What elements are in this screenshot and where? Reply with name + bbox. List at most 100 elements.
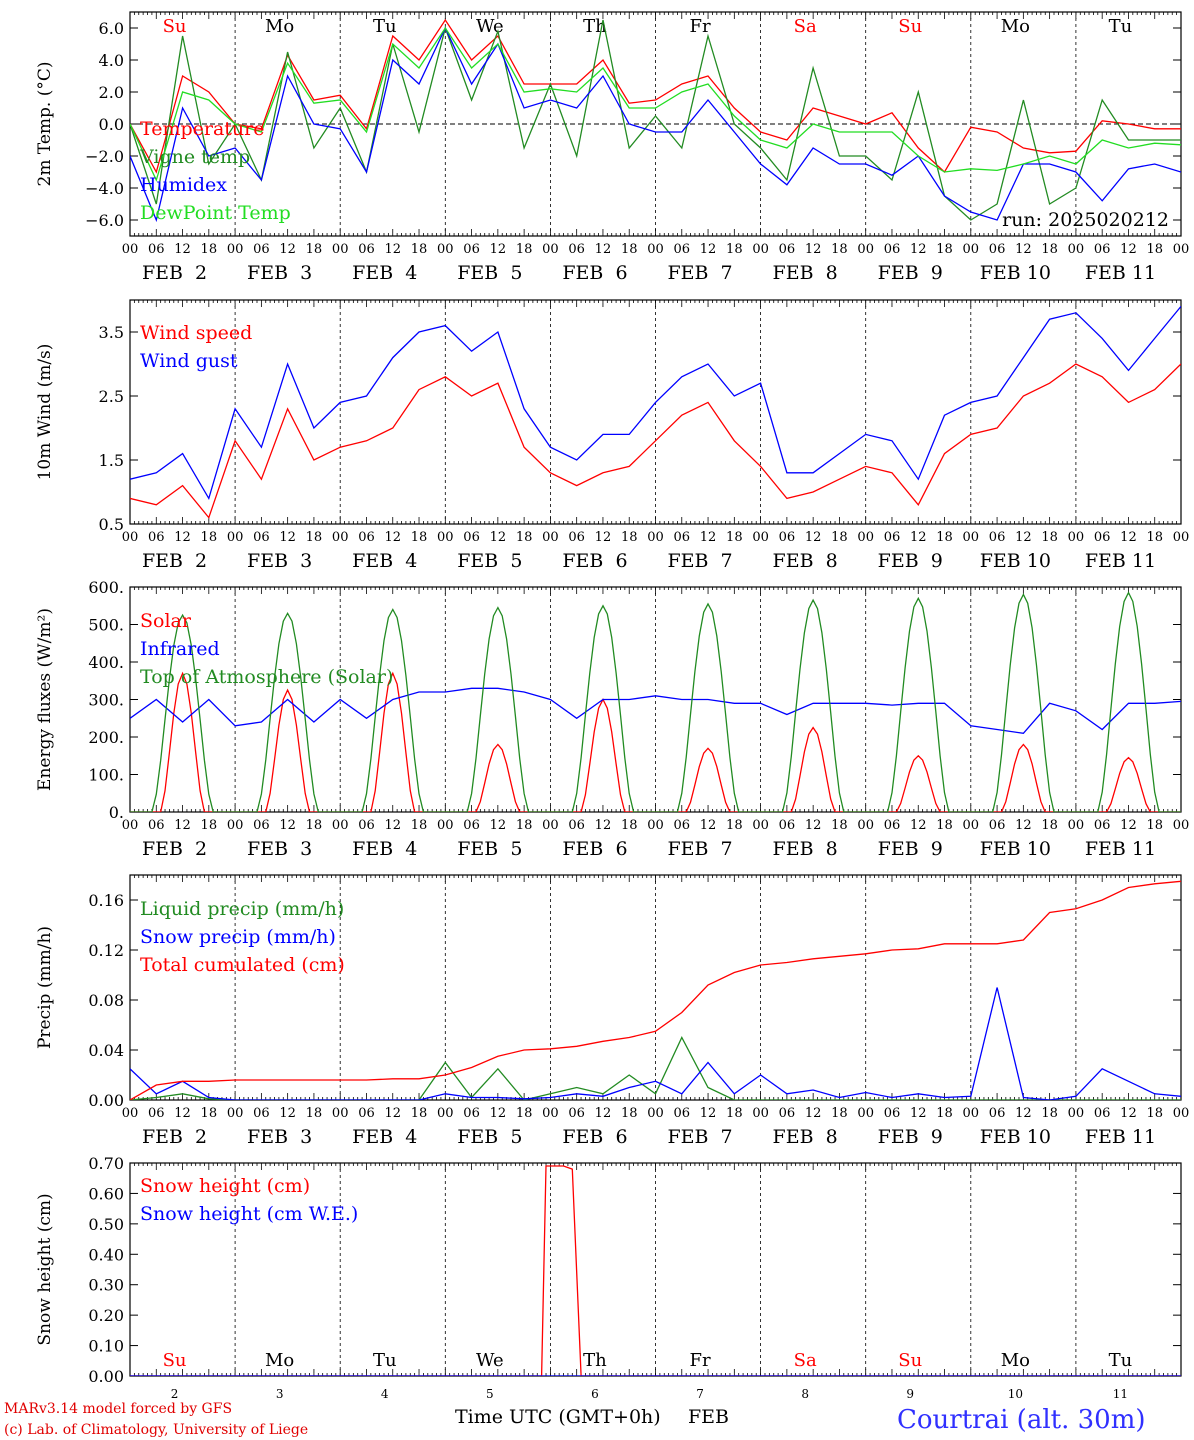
- panel-snow: 0.70 0.60 0.50 0.40 0.30 0.20 0.10 0.00 Snow hei…: [35, 1154, 1182, 1401]
- y-tick-label: 500.: [88, 616, 124, 635]
- weekday-label: Su: [163, 1350, 187, 1371]
- hour-tick-label: 12: [384, 242, 401, 257]
- hour-tick-label: 06: [884, 530, 901, 545]
- y-tick-label: 400.: [88, 653, 124, 672]
- hour-tick-label: 06: [779, 818, 796, 833]
- hour-tick-label: 00: [332, 242, 349, 257]
- panel-precip: 0.16 0.12 0.08 0.04 0.00 Precip (mm/h) 00 06 12 1…: [35, 874, 1190, 1148]
- series-humidex: [130, 26, 1181, 223]
- hour-tick-label: 18: [1146, 530, 1163, 545]
- day-label: FEB 4: [352, 550, 417, 572]
- hour-tick-label: 00: [752, 530, 769, 545]
- hour-tick-label: 00: [1068, 1106, 1085, 1121]
- day-label: FEB 4: [352, 1126, 417, 1148]
- hour-tick-label: 12: [700, 530, 717, 545]
- panel-energy: 600. 500. 400. 300. 200. 100. 0. Energy fluxes …: [35, 578, 1189, 860]
- y-tick-label: 0.70: [88, 1154, 124, 1173]
- series-temperature: [130, 18, 1181, 174]
- y-tick-label: 4.0: [99, 51, 124, 70]
- day-label: FEB 10: [980, 838, 1051, 860]
- day-label: FEB 10: [980, 550, 1051, 572]
- y-tick-label: 0.5: [99, 515, 124, 534]
- hour-tick-label: 06: [1094, 1106, 1111, 1121]
- series-snow-height-cm-: [130, 1165, 1181, 1376]
- y-tick-label: 0.08: [88, 991, 124, 1010]
- hour-tick-label: 18: [411, 1106, 428, 1121]
- y-tick-label: 0.04: [88, 1041, 124, 1060]
- weekday-label: Tu: [1109, 16, 1133, 37]
- hour-tick-label: 00: [1173, 818, 1190, 833]
- weekday-label: Sa: [794, 1350, 817, 1371]
- hour-tick-label: 00: [963, 818, 980, 833]
- legend-entry: Snow precip (mm/h): [140, 926, 336, 948]
- y-tick-label: 600.: [88, 578, 124, 597]
- hour-tick-label: 12: [279, 242, 296, 257]
- hour-tick-label: 12: [595, 818, 612, 833]
- hour-tick-label: 00: [963, 1106, 980, 1121]
- hour-tick-label: 12: [279, 1106, 296, 1121]
- day-label: FEB 8: [773, 262, 838, 284]
- hour-tick-label: 12: [1120, 818, 1137, 833]
- hour-tick-label: 00: [437, 242, 454, 257]
- hour-tick-label: 06: [253, 1106, 270, 1121]
- hour-tick-label: 12: [595, 530, 612, 545]
- day-label: FEB 3: [247, 550, 312, 572]
- day-label: FEB 11: [1085, 838, 1156, 860]
- hour-tick-label: 00: [1068, 530, 1085, 545]
- hour-tick-label: 00: [227, 242, 244, 257]
- hour-tick-label: 12: [700, 818, 717, 833]
- legend-entry: Wind gust: [140, 350, 238, 372]
- day-label: FEB 11: [1085, 550, 1156, 572]
- day-label: FEB 11: [1085, 262, 1156, 284]
- hour-tick-label: 06: [253, 818, 270, 833]
- day-label: FEB 5: [457, 262, 522, 284]
- legend-entry: Vigne temp: [139, 146, 250, 168]
- weekday-label: Fr: [690, 16, 711, 37]
- hour-tick-label: 00: [1068, 818, 1085, 833]
- hour-tick-label: 00: [1173, 1106, 1190, 1121]
- weekday-label: Fr: [690, 1350, 711, 1371]
- hour-tick-label: 00: [332, 818, 349, 833]
- day-label: FEB 2: [142, 838, 207, 860]
- y-tick-label: 0.50: [88, 1215, 124, 1234]
- hour-tick-label: 06: [989, 242, 1006, 257]
- hour-tick-label: 18: [831, 818, 848, 833]
- day-label: FEB 7: [667, 838, 732, 860]
- day-label: FEB 9: [878, 838, 943, 860]
- hour-tick-label: 00: [542, 242, 559, 257]
- panel-temperature: 6.0 4.0 2.0 0.0 −2.0 −4.0 −6.0 2m Temp. (°C) 00 0…: [35, 11, 1189, 284]
- hour-tick-label: 06: [148, 530, 165, 545]
- legend-entry: Infrared: [140, 638, 220, 660]
- series-total-cumulated-cm-: [130, 880, 1181, 1100]
- day-label: FEB 5: [457, 838, 522, 860]
- y-tick-label: 0.0: [99, 115, 124, 134]
- day-label: FEB 8: [773, 550, 838, 572]
- hour-tick-label: 00: [857, 818, 874, 833]
- series-wind-gust: [130, 305, 1181, 501]
- day-number: 3: [276, 1387, 284, 1401]
- hour-tick-label: 06: [1094, 530, 1111, 545]
- day-number: 5: [486, 1387, 494, 1401]
- hour-tick-label: 18: [516, 530, 533, 545]
- y-tick-label: −2.0: [85, 147, 124, 166]
- hour-tick-label: 18: [831, 530, 848, 545]
- hour-tick-label: 06: [779, 1106, 796, 1121]
- weekday-label: Tu: [1109, 1350, 1133, 1371]
- hour-tick-label: 18: [936, 1106, 953, 1121]
- y-tick-label: 300.: [88, 691, 124, 710]
- hour-tick-label: 00: [647, 1106, 664, 1121]
- hour-tick-label: 12: [910, 818, 927, 833]
- hour-tick-label: 06: [884, 242, 901, 257]
- hour-tick-label: 18: [306, 1106, 323, 1121]
- chart-panels: 6.04.02.00.0−2.0−4.0−6.02m Temp. (°C)00 0…: [35, 11, 1190, 1401]
- hour-tick-label: 18: [201, 1106, 218, 1121]
- hour-tick-label: 06: [779, 530, 796, 545]
- hour-tick-label: 00: [752, 242, 769, 257]
- hour-tick-label: 12: [384, 818, 401, 833]
- credits-line-2: (c) Lab. of Climatology, University of L…: [4, 1422, 308, 1438]
- y-tick-label: 0.00: [88, 1367, 124, 1386]
- hour-tick-label: 06: [674, 530, 691, 545]
- hour-tick-label: 12: [490, 1106, 507, 1121]
- day-label: FEB 8: [773, 838, 838, 860]
- y-tick-label: 100.: [88, 766, 124, 785]
